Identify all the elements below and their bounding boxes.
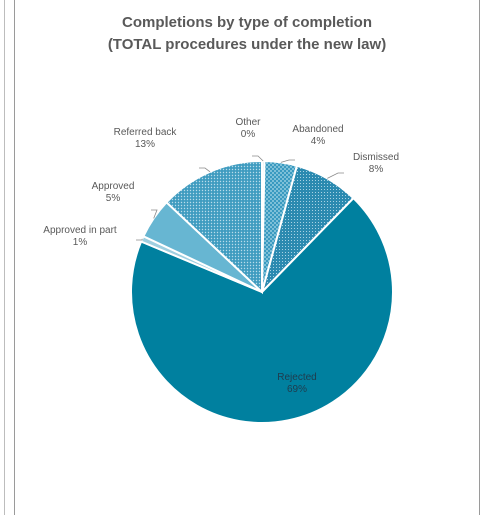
slice-value-abandoned: 4% (311, 136, 326, 147)
slice-label-referred-back: Referred back (114, 127, 178, 138)
leader-line-approved-in-part (136, 238, 143, 241)
left-edge (0, 0, 5, 515)
pie-slice-rejected (130, 196, 395, 424)
leader-line-other (252, 155, 264, 162)
slice-value-other: 0% (241, 129, 256, 140)
slice-label-dismissed: Dismissed (353, 152, 399, 163)
chart-title-line-2: (TOTAL procedures under the new law) (107, 36, 387, 53)
slice-value-approved: 5% (106, 193, 121, 204)
slice-label-other: Other (235, 117, 261, 128)
slice-label-rejected: Rejected (277, 372, 316, 383)
leader-line-abandoned (280, 159, 295, 163)
slice-value-referred-back: 13% (135, 139, 155, 150)
chart-title-line-1: Completions by type of completion (121, 14, 372, 31)
chart-title: Completions by type of completion (TOTAL… (14, 12, 480, 56)
slice-label-abandoned: Abandoned (292, 124, 343, 135)
slice-value-rejected: 69% (287, 384, 307, 395)
chart-border (14, 0, 480, 515)
leader-line-approved (151, 209, 158, 219)
leader-line-dismissed (327, 172, 344, 179)
slice-label-approved: Approved (92, 181, 135, 192)
slice-label-approved-in-part: Approved in part (43, 225, 117, 236)
leader-line-referred-back (199, 167, 211, 173)
slice-value-approved-in-part: 1% (73, 237, 88, 248)
slice-value-dismissed: 8% (369, 164, 384, 175)
